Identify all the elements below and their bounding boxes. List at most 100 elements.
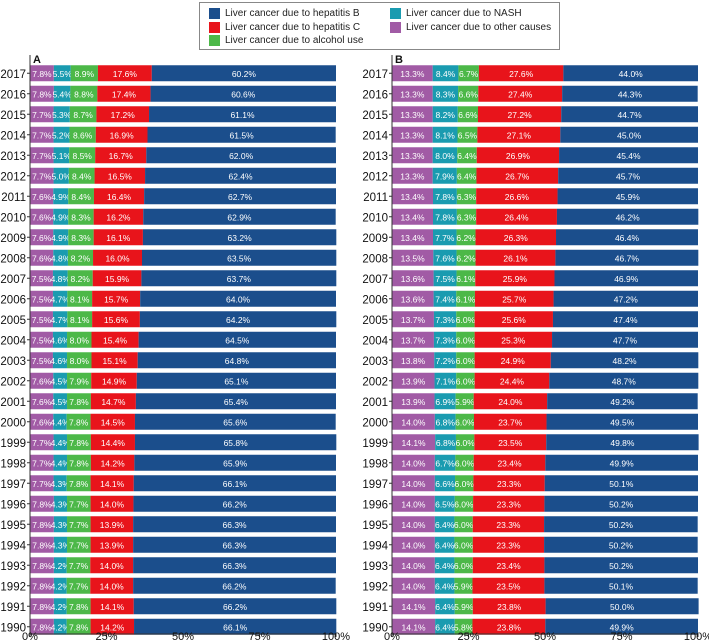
data-label-hepB: 60.2% [232,69,257,79]
bar-segment-alcohol [454,618,473,635]
bar-segment-nash [53,167,69,184]
data-label-other: 14.0% [401,479,426,489]
bar-segment-hepB [140,290,336,307]
bar-segment-hepB [547,393,698,410]
bar-segment-other [30,618,54,635]
bar-segment-hepC [472,536,545,553]
year-tick-label: 2003 [362,356,388,368]
bar-segment-hepC [473,475,545,492]
data-label-alcohol: 5.9% [454,602,474,612]
bar-segment-nash [433,290,457,307]
bar-segment-alcohol [455,393,474,410]
data-label-hepC: 17.6% [113,69,138,79]
data-label-hepC: 26.7% [505,171,530,181]
data-label-nash: 7.8% [435,212,455,222]
data-label-hepB: 62.7% [228,192,253,202]
bar-segment-hepB [134,434,337,451]
bar-segment-hepC [97,65,152,82]
bar-segment-nash [434,393,456,410]
data-label-other: 7.7% [32,479,52,489]
bar-segment-hepB [136,372,336,389]
data-label-other: 13.4% [400,192,425,202]
legend-swatch-other [390,22,401,33]
bar-segment-other [392,270,434,287]
data-label-nash: 7.1% [436,376,456,386]
bar-segment-alcohol [456,229,476,246]
year-tick-label: 2007 [0,274,26,286]
bar-segment-nash [53,557,67,574]
data-label-nash: 5.5% [53,69,73,79]
data-label-nash: 6.4% [435,520,455,530]
bar-segment-other [30,598,54,615]
bar-segment-hepB [133,598,337,615]
data-label-alcohol: 8.3% [71,233,91,243]
legend-swatch-hepatitis-c [209,22,220,33]
data-label-alcohol: 6.1% [456,274,476,284]
data-label-hepC: 14.5% [101,417,126,427]
bar-segment-hepB [133,516,336,533]
bar-segment-hepB [544,577,698,594]
year-tick-label: 1991 [0,602,26,614]
bar-segment-hepB [138,331,336,348]
bar-segment-other [30,413,54,430]
bar-segment-alcohol [456,167,477,184]
data-label-hepC: 15.6% [104,315,129,325]
bar-segment-other [30,167,54,184]
data-label-alcohol: 8.9% [75,69,95,79]
data-label-hepB: 66.2% [223,499,248,509]
bar-segment-hepB [544,516,698,533]
year-tick-label: 2005 [362,315,388,327]
year-tick-label: 2004 [362,335,388,347]
data-label-hepC: 14.2% [101,458,126,468]
x-tick-label: 0% [22,631,38,642]
bar-segment-alcohol [454,495,474,512]
year-tick-label: 2017 [0,69,26,81]
data-label-nash: 5.2% [52,130,72,140]
year-tick-label: 2011 [363,192,388,204]
bar-segment-hepB [141,249,337,266]
data-label-hepC: 14.0% [100,561,125,571]
legend-item-nash: Liver cancer due to NASH [390,8,522,19]
bar-segment-hepC [90,557,134,574]
data-label-nash: 6.4% [435,602,455,612]
data-label-hepB: 63.7% [227,274,252,284]
data-label-hepB: 61.1% [230,110,255,120]
data-label-hepB: 44.3% [618,89,643,99]
data-label-hepC: 23.3% [496,540,521,550]
bar-segment-alcohol [66,413,91,430]
bar-segment-hepB [553,290,698,307]
year-tick-label: 2008 [0,253,26,265]
bar-segment-hepB [556,208,699,225]
bar-segment-other [392,516,435,533]
bar-segment-hepC [93,249,142,266]
bar-segment-hepB [150,85,336,102]
bar-segment-nash [53,413,67,430]
bar-segment-alcohol [456,249,476,266]
data-label-hepC: 13.9% [100,540,125,550]
bar-segment-alcohol [68,167,95,184]
data-label-alcohol: 6.1% [456,294,476,304]
data-label-hepB: 44.0% [619,69,644,79]
year-tick-label: 2003 [0,356,26,368]
bar-segment-alcohol [456,372,475,389]
bar-segment-hepB [546,413,698,430]
bar-segment-hepC [90,577,134,594]
bar-segment-hepC [474,311,553,328]
data-label-other: 7.7% [32,458,52,468]
year-tick-label: 1992 [362,581,388,593]
data-label-hepB: 65.9% [223,458,248,468]
data-label-nash: 4.6% [50,356,70,366]
year-tick-label: 1996 [362,499,388,511]
bar-segment-other [30,372,54,389]
bar-segment-nash [433,249,457,266]
data-label-alcohol: 6.4% [457,151,477,161]
data-label-nash: 4.2% [51,602,71,612]
year-tick-label: 1999 [0,438,26,450]
data-label-hepB: 47.7% [613,335,638,345]
bar-segment-hepB [544,495,698,512]
year-tick-label: 1994 [0,540,26,552]
bar-segment-hepC [475,229,557,246]
data-label-nash: 4.6% [50,335,70,345]
bar-segment-alcohol [68,208,94,225]
data-label-nash: 6.4% [435,581,455,591]
